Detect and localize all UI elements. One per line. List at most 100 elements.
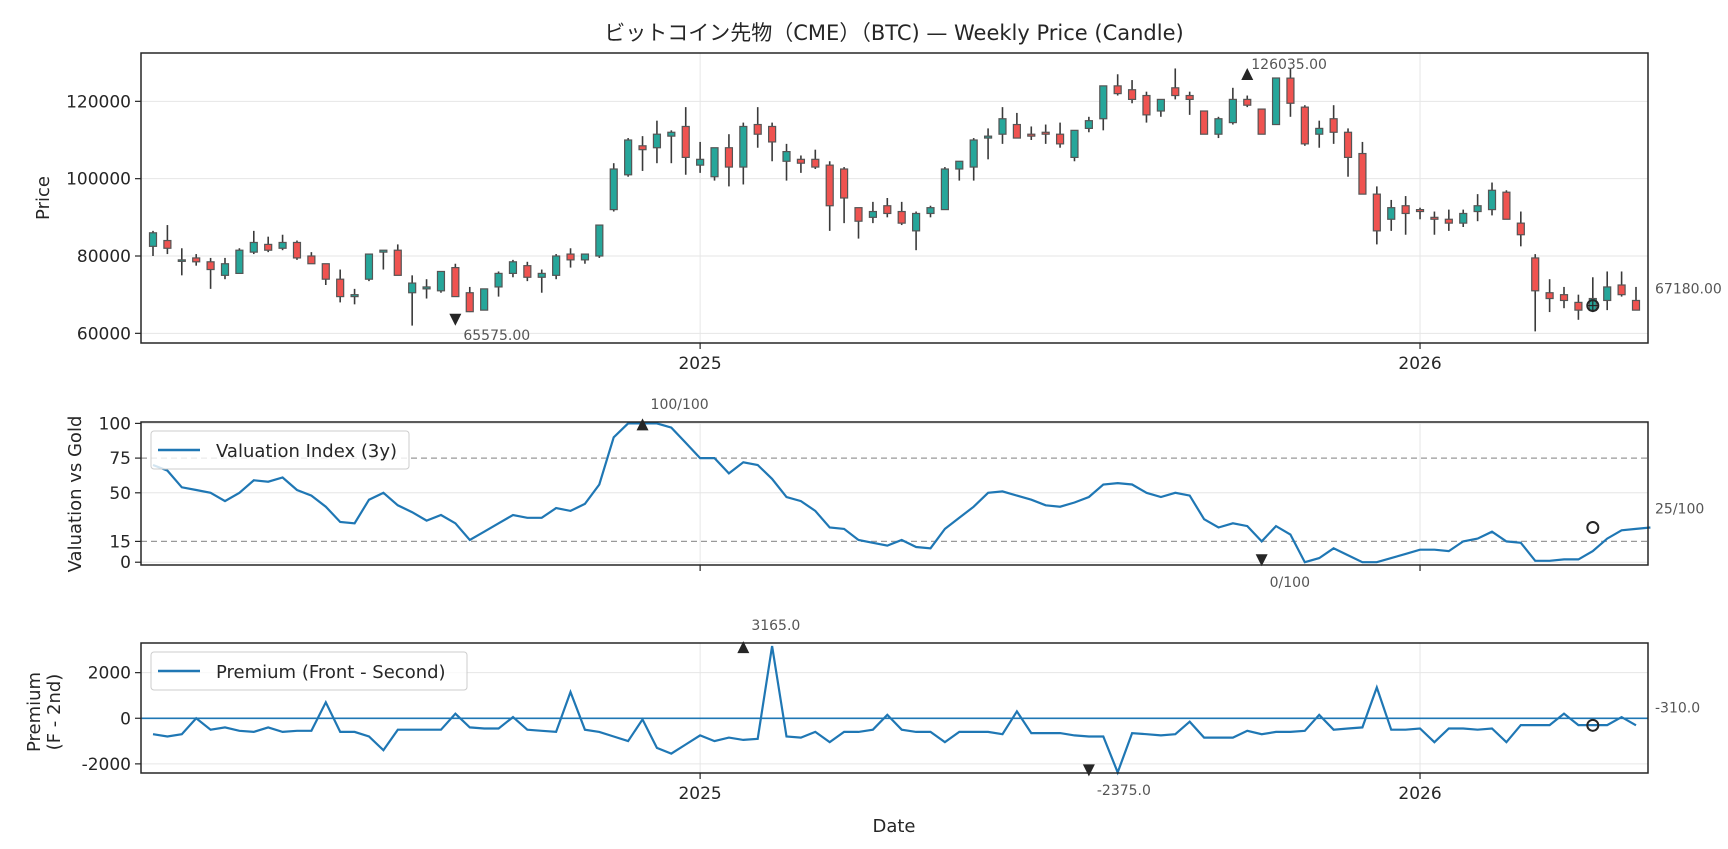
candle-up — [609, 168, 618, 211]
candle-up — [537, 272, 546, 278]
valuation-x-ticks — [699, 565, 1421, 571]
candle-up — [940, 168, 949, 211]
price-y-ticks: 60000 80000 100000 120000 — [66, 92, 141, 344]
candle-down — [1286, 77, 1295, 104]
candle-down — [307, 255, 316, 265]
candle-down — [1185, 94, 1194, 100]
candle-down — [465, 292, 474, 313]
candle-up — [1473, 205, 1482, 213]
valuation-line — [152, 422, 1651, 564]
candle-up — [148, 232, 158, 247]
x-axis-label: Date — [872, 816, 915, 837]
price-candles — [148, 68, 1641, 332]
max-marker-icon — [737, 641, 750, 654]
candle-up — [278, 241, 287, 249]
candle-down — [192, 257, 201, 263]
candle-down — [1113, 85, 1122, 95]
candle-down — [724, 147, 734, 168]
candle-up — [379, 249, 388, 253]
candle-up — [422, 286, 431, 290]
candle-down — [1444, 218, 1453, 224]
candle-up — [220, 263, 230, 276]
candle-up — [580, 253, 590, 261]
y-tick-label: -2000 — [82, 755, 131, 775]
candle-down — [840, 168, 849, 199]
candle-up — [235, 249, 244, 274]
candle-down — [1243, 98, 1252, 106]
candle-up — [595, 224, 604, 257]
candle-down — [393, 249, 402, 276]
candle-down — [811, 158, 820, 168]
premium-y-label-line2: (F - 2nd) — [44, 674, 65, 751]
candle-down — [1055, 133, 1065, 145]
price-panel: 126035.00 65575.00 67180.00 60000 80000 1000… — [33, 52, 1722, 374]
min-annotation: 65575.00 — [463, 328, 530, 344]
min-annotation: -2375.0 — [1097, 783, 1151, 799]
candle-down — [854, 207, 863, 222]
valuation-legend-label: Valuation Index (3y) — [216, 441, 397, 462]
last-annotation: -310.0 — [1655, 700, 1700, 716]
premium-legend: Premium (Front - Second) — [150, 651, 468, 691]
y-tick-label: 75 — [109, 449, 131, 469]
y-tick-label: 100000 — [66, 170, 131, 190]
premium-legend-label: Premium (Front - Second) — [216, 662, 446, 683]
candle-up — [480, 288, 489, 311]
candle-up — [1459, 212, 1468, 224]
premium-x-ticks: 2025 2026 — [678, 773, 1442, 804]
candle-up — [552, 255, 561, 276]
y-tick-label: 0 — [120, 553, 131, 573]
y-tick-label: 80000 — [77, 247, 131, 267]
premium-axes-frame — [140, 642, 1649, 774]
candle-up — [1214, 118, 1223, 135]
y-tick-label: 100 — [99, 414, 131, 434]
candle-up — [868, 210, 878, 218]
candle-down — [638, 145, 647, 151]
candle-down — [321, 263, 330, 280]
candle-down — [883, 205, 892, 215]
candle-down — [1171, 87, 1180, 97]
candle-up — [508, 261, 518, 274]
candle-down — [1545, 292, 1554, 300]
premium-series — [152, 645, 1637, 776]
min-marker-icon — [1255, 554, 1268, 567]
candle-down — [1142, 94, 1151, 116]
candle-up — [926, 207, 935, 215]
candle-up — [436, 270, 446, 292]
premium-y-label-line1: Premium — [24, 672, 45, 752]
y-tick-label: 50 — [109, 484, 131, 504]
premium-y-ticks: -2000 0 2000 — [82, 664, 141, 775]
candle-up — [1487, 189, 1497, 211]
candle-down — [796, 158, 806, 164]
candle-down — [1012, 123, 1021, 139]
y-tick-label: 2000 — [88, 664, 131, 684]
candle-up — [249, 241, 258, 253]
candle-down — [897, 210, 906, 224]
max-annotation: 126035.00 — [1251, 57, 1327, 73]
candle-down — [1430, 216, 1439, 220]
candle-down — [753, 123, 762, 135]
candle-up — [1084, 120, 1093, 129]
candle-up — [911, 212, 921, 232]
y-tick-label: 60000 — [77, 324, 131, 344]
candle-down — [1127, 89, 1137, 100]
candle-up — [177, 259, 186, 262]
valuation-y-ticks: 015 50 75 100 — [99, 414, 141, 573]
candle-up — [710, 147, 719, 178]
candle-up — [983, 135, 993, 139]
max-annotation: 100/100 — [651, 397, 709, 413]
candle-up — [364, 253, 374, 280]
candle-down — [1415, 209, 1425, 213]
candle-down — [451, 267, 460, 298]
valuation-gridlines — [141, 422, 1648, 565]
candle-down — [1199, 110, 1209, 135]
candle-up — [1603, 286, 1612, 302]
price-axes-frame — [140, 52, 1649, 344]
valuation-annotations: 100/100 0/100 25/100 — [636, 397, 1704, 591]
premium-legend-box — [150, 651, 468, 691]
chart-title: ビットコイン先物（CME）（BTC) — Weekly Price (Candl… — [604, 21, 1183, 45]
candle-up — [1387, 207, 1396, 220]
candle-up — [696, 158, 705, 166]
candle-up — [1228, 98, 1237, 124]
candle-down — [1343, 131, 1353, 158]
